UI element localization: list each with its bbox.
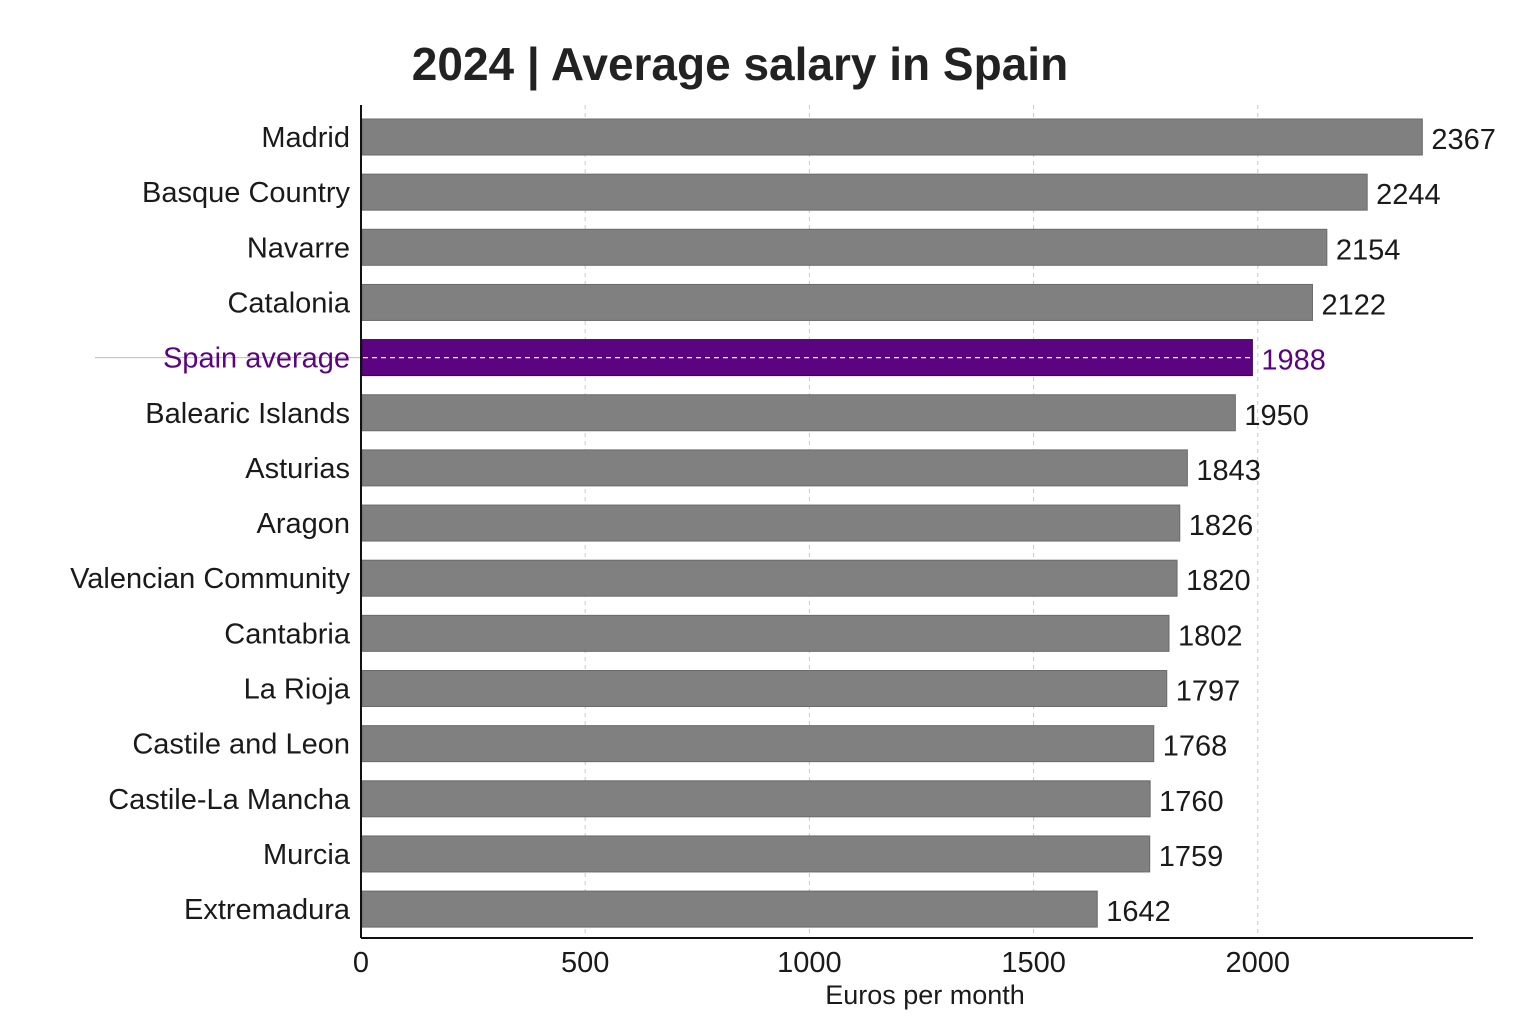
x-tick-label: 1500 <box>1001 947 1066 979</box>
x-tick-label: 1000 <box>777 947 842 979</box>
bar-basque-country <box>361 173 1368 211</box>
value-label: 2122 <box>1321 289 1386 321</box>
value-label: 1759 <box>1159 841 1224 873</box>
category-label: Balearic Islands <box>145 398 350 430</box>
category-label: Aragon <box>256 508 350 540</box>
value-label: 1843 <box>1196 455 1261 487</box>
category-label: Murcia <box>263 839 351 871</box>
bar-cantabria <box>361 614 1170 652</box>
value-label: 1760 <box>1159 786 1224 818</box>
value-label: 1642 <box>1106 896 1171 928</box>
value-label: 1768 <box>1163 731 1228 763</box>
value-label: 1797 <box>1176 676 1241 708</box>
x-tick-labels: 0 500 1000 1500 2000 <box>353 947 1290 979</box>
category-label: Castile-La Mancha <box>108 784 351 816</box>
bar-catalonia <box>361 283 1313 321</box>
category-label: La Rioja <box>244 674 351 706</box>
bar-navarre <box>361 228 1328 266</box>
category-label: Asturias <box>245 453 350 485</box>
value-label: 2154 <box>1336 234 1401 266</box>
value-label: 1988 <box>1261 345 1326 377</box>
value-label: 1802 <box>1178 620 1243 652</box>
bar-castile-and-leon <box>361 725 1155 763</box>
value-label: 1826 <box>1189 510 1254 542</box>
axes <box>360 105 1473 939</box>
category-label: Catalonia <box>227 287 350 319</box>
x-tick-label: 500 <box>561 947 609 979</box>
category-label: Castile and Leon <box>132 729 350 761</box>
bar-aragon <box>361 504 1181 542</box>
bar-asturias <box>361 449 1188 487</box>
x-axis-label: Euros per month <box>825 980 1025 1010</box>
chart-title: 2024 | Average salary in Spain <box>412 38 1068 90</box>
value-label: 1950 <box>1244 400 1309 432</box>
category-label: Extremadura <box>184 894 351 926</box>
x-tick-label: 2000 <box>1226 947 1291 979</box>
category-label: Valencian Community <box>70 563 350 595</box>
value-label: 2244 <box>1376 179 1441 211</box>
bar-castile-la-mancha <box>361 780 1151 818</box>
bar-balearic-islands <box>361 394 1236 432</box>
bar-murcia <box>361 835 1151 873</box>
category-label: Cantabria <box>224 618 351 650</box>
bar-la-rioja <box>361 670 1168 707</box>
value-label: 2367 <box>1431 124 1496 156</box>
category-label: Basque Country <box>142 177 350 209</box>
bar-valencian-community <box>361 559 1178 597</box>
value-label: 1820 <box>1186 565 1251 597</box>
bar-madrid <box>361 118 1423 156</box>
category-label: Navarre <box>247 232 350 264</box>
x-tick-label: 0 <box>353 947 369 979</box>
bars: Madrid 2367 Basque Country 2244 Navarre 2154 C… <box>70 118 1496 928</box>
category-label: Spain average <box>163 343 350 375</box>
bar-extremadura <box>361 890 1098 928</box>
category-label: Madrid <box>261 122 350 154</box>
